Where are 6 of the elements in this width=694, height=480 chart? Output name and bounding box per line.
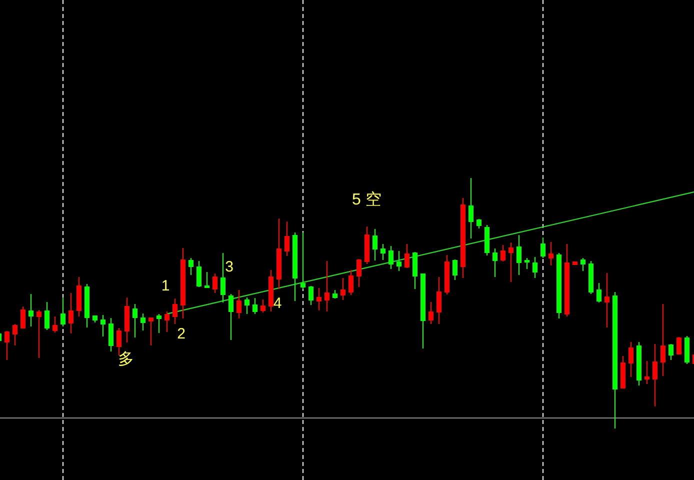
- annotation: 2: [177, 325, 186, 342]
- annotation: 3: [225, 258, 234, 276]
- annotation: 4: [273, 295, 282, 312]
- annotation: 1: [161, 278, 170, 295]
- annotation: 5 空: [352, 192, 382, 208]
- annotation: 多: [118, 351, 134, 368]
